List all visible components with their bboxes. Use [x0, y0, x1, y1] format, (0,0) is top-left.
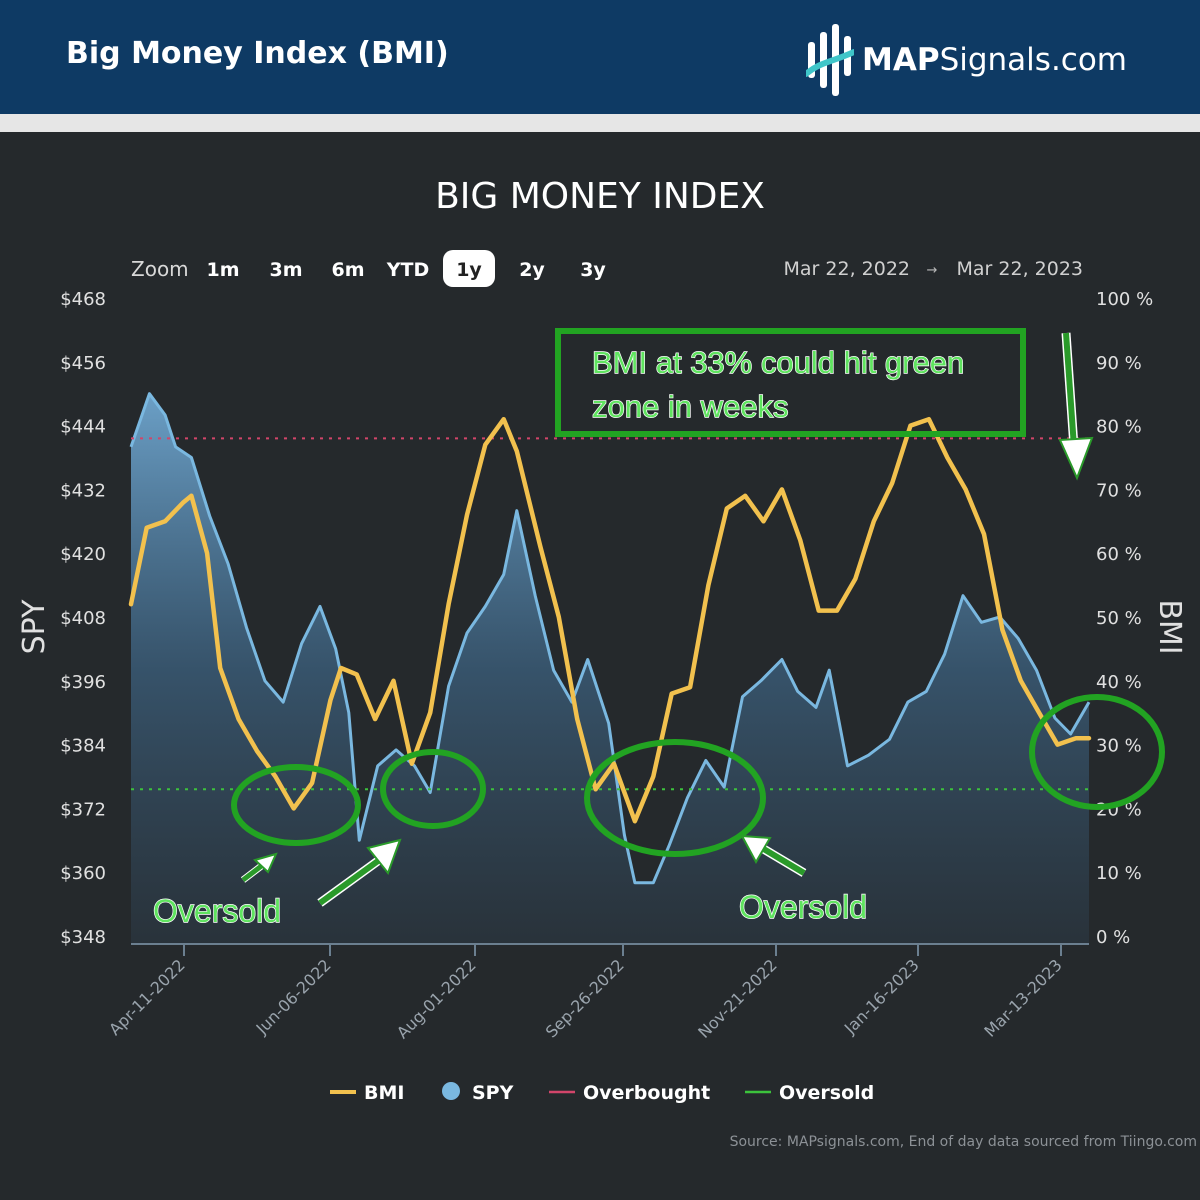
bmi-series-line [128, 416, 1092, 824]
y-left-tick-label: $420 [60, 544, 106, 565]
y-left-tick-label: $444 [60, 417, 106, 438]
x-tick-label: Mar-13-2023 [980, 955, 1065, 1040]
zoom-controls: 1m 3m 6m YTD 1y 2y 3y [206, 250, 606, 287]
y-right-tick-label: 30 % [1096, 736, 1142, 757]
spy-series-line [129, 392, 1091, 885]
y-right-tick-label: 100 % [1096, 289, 1153, 310]
x-tick-label: Jun-06-2022 [252, 955, 335, 1038]
arrow-icon-3 [740, 834, 807, 877]
callout-line-1: BMI at 33% could hit green [592, 345, 964, 380]
y-left-tick-label: $396 [60, 672, 106, 693]
y-right-tick-label: 0 % [1096, 927, 1130, 948]
zoom-option-3m[interactable]: 3m [269, 259, 302, 281]
y-right-tick-label: 90 % [1096, 353, 1142, 374]
y-left-tick-label: $432 [60, 480, 106, 501]
y-left-tick-label: $408 [60, 608, 106, 629]
brand-logo: MAPSignals.com [806, 22, 1127, 98]
y-right-tick-label: 60 % [1096, 544, 1142, 565]
legend: BMI SPY Overbought Oversold [330, 1082, 874, 1104]
zoom-option-3y[interactable]: 3y [580, 259, 606, 281]
zoom-selected-highlight [443, 250, 495, 287]
y-right-axis-title: BMI [1152, 599, 1187, 654]
y-left-tick-label: $372 [60, 799, 106, 820]
source-note: Source: MAPsignals.com, End of day data … [730, 1134, 1197, 1150]
range-to[interactable]: Mar 22, 2023 [957, 258, 1084, 280]
x-tick-label: Jan-16-2023 [840, 955, 923, 1038]
zoom-option-ytd[interactable]: YTD [386, 259, 430, 281]
y-right-ticks: 100 %90 %80 %70 %60 %50 %40 %30 %20 %10 … [1096, 289, 1153, 948]
x-tick-label: Apr-11-2022 [105, 955, 189, 1039]
header-bar: Big Money Index (BMI) MAPSignals.com [0, 0, 1200, 114]
chart-title: BIG MONEY INDEX [435, 176, 765, 217]
zoom-option-1y[interactable]: 1y [456, 259, 482, 281]
y-left-axis-title: SPY [17, 599, 52, 654]
y-right-tick-label: 10 % [1096, 863, 1142, 884]
y-left-tick-label: $384 [60, 736, 106, 757]
legend-item-bmi[interactable]: BMI [364, 1082, 404, 1104]
y-left-tick-label: $348 [60, 927, 106, 948]
zoom-option-2y[interactable]: 2y [519, 259, 545, 281]
legend-marker-spy [442, 1082, 460, 1100]
y-right-tick-label: 80 % [1096, 417, 1142, 438]
arrow-icon-2 [317, 838, 402, 907]
zoom-label: Zoom [131, 257, 189, 281]
oversold-label-left: Oversold [153, 893, 281, 929]
y-right-tick-label: 40 % [1096, 672, 1142, 693]
range-from[interactable]: Mar 22, 2022 [784, 258, 911, 280]
y-right-tick-label: 70 % [1096, 480, 1142, 501]
legend-item-spy[interactable]: SPY [472, 1082, 514, 1104]
oversold-circle-3 [584, 739, 766, 857]
x-tick-label: Aug-01-2022 [393, 955, 480, 1042]
callout-box [555, 328, 1026, 437]
oversold-circle-2 [380, 749, 486, 829]
zoom-option-6m[interactable]: 6m [331, 259, 364, 281]
zoom-option-1m[interactable]: 1m [206, 259, 239, 281]
mapsignals-logo-icon [806, 24, 854, 96]
legend-item-overbought[interactable]: Overbought [583, 1082, 710, 1104]
oversold-circle-1 [231, 764, 361, 846]
spy-area [131, 393, 1089, 944]
x-ticks: Apr-11-2022 Jun-06-2022 Aug-01-2022 Sep-26-… [105, 944, 1066, 1042]
arrow-icon-4 [1058, 332, 1094, 481]
x-tick-label: Sep-26-2022 [542, 955, 628, 1041]
y-left-tick-label: $360 [60, 863, 106, 884]
y-right-tick-label: 50 % [1096, 608, 1142, 629]
legend-item-oversold[interactable]: Oversold [779, 1082, 874, 1104]
y-left-tick-label: $468 [60, 289, 106, 310]
brand-name: MAPSignals.com [862, 42, 1128, 78]
callout-line-2: zone in weeks [592, 389, 788, 424]
range-arrow: → [927, 263, 938, 278]
y-left-ticks: $468 $456 $444 $432 $420 $408 $396 $384 $372 $360… [60, 289, 106, 948]
oversold-label-right: Oversold [739, 889, 867, 925]
page-title: Big Money Index (BMI) [66, 36, 449, 71]
x-tick-label: Nov-21-2022 [694, 955, 781, 1042]
oversold-circle-4 [1029, 694, 1165, 810]
y-left-tick-label: $456 [60, 353, 106, 374]
header-divider [0, 114, 1200, 132]
arrow-icon-1 [240, 852, 278, 883]
